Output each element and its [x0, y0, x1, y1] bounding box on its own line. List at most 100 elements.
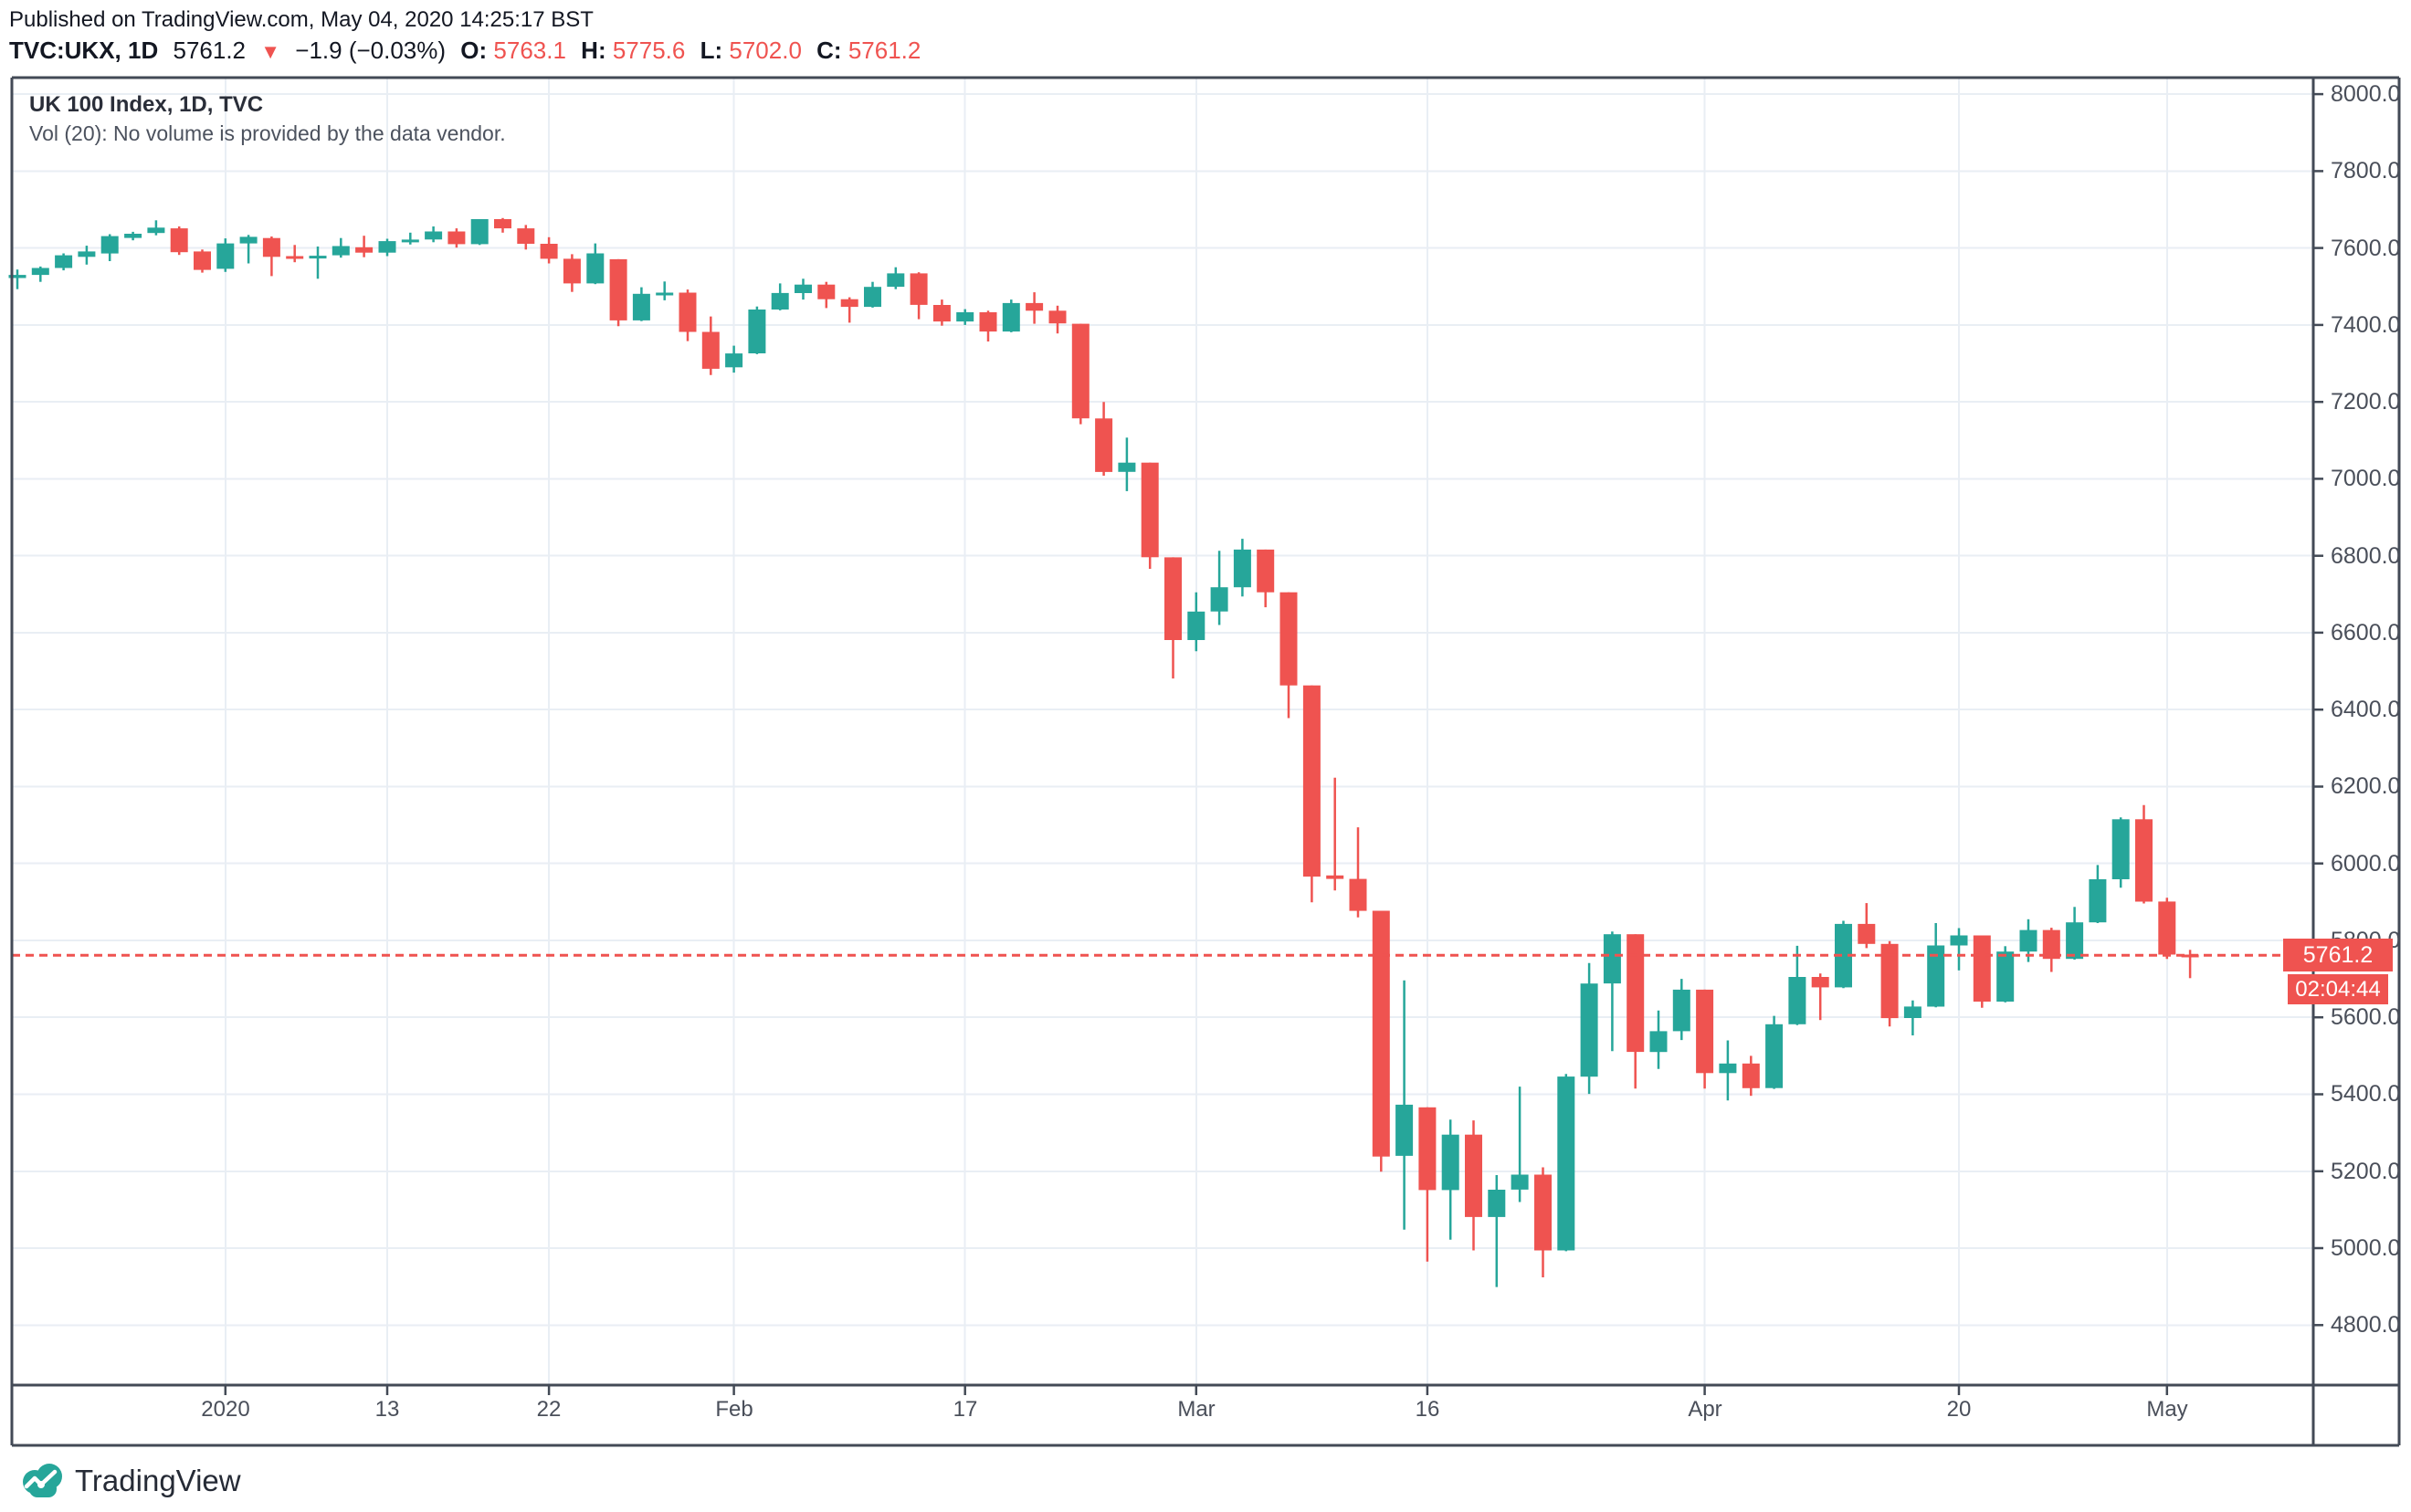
price-axis-label[interactable]: 7000.0 — [2331, 466, 2401, 491]
candle[interactable] — [494, 217, 511, 233]
time-axis-label[interactable]: 17 — [953, 1397, 978, 1422]
candle[interactable] — [262, 236, 280, 277]
candle[interactable] — [1349, 827, 1367, 918]
candle[interactable] — [586, 243, 605, 285]
candle[interactable] — [1557, 1074, 1575, 1252]
chart-legend-title[interactable]: UK 100 Index, 1D, TVC — [29, 92, 264, 117]
candle[interactable] — [656, 281, 674, 300]
candle[interactable] — [1233, 539, 1251, 597]
tradingview-cloud-icon[interactable] — [20, 1460, 66, 1502]
candle[interactable] — [55, 253, 73, 271]
candle[interactable] — [1210, 551, 1228, 625]
time-axis-label[interactable]: Mar — [1177, 1397, 1216, 1422]
candle[interactable] — [1257, 549, 1275, 608]
symbol-info-bar[interactable]: TVC:UKX, 1D 5761.2 ▼ −1.9 (−0.03%) O: 57… — [9, 37, 929, 65]
candle[interactable] — [147, 220, 165, 236]
candle[interactable] — [1649, 1010, 1668, 1069]
candle[interactable] — [2042, 928, 2060, 972]
candle[interactable] — [8, 269, 26, 289]
candle[interactable] — [1141, 462, 1159, 569]
candle[interactable] — [1302, 685, 1321, 903]
candle[interactable] — [1372, 910, 1390, 1172]
price-axis-label[interactable]: 7600.0 — [2331, 236, 2401, 261]
candle[interactable] — [124, 231, 142, 241]
candle[interactable] — [100, 234, 119, 262]
candle[interactable] — [401, 232, 419, 245]
candle[interactable] — [1719, 1040, 1737, 1101]
candle[interactable] — [1973, 935, 1991, 1008]
candle[interactable] — [1696, 989, 1714, 1089]
time-axis-label[interactable]: Feb — [715, 1397, 753, 1422]
candle[interactable] — [2111, 817, 2130, 888]
candle[interactable] — [956, 309, 974, 325]
candle[interactable] — [286, 245, 304, 263]
candle[interactable] — [1048, 305, 1067, 334]
candle[interactable] — [932, 299, 951, 326]
candle[interactable] — [194, 249, 211, 273]
time-axis-label[interactable]: 16 — [1415, 1397, 1440, 1422]
candle[interactable] — [864, 281, 881, 308]
candle[interactable] — [1279, 592, 1298, 719]
candle[interactable] — [725, 345, 743, 373]
candle[interactable] — [239, 235, 258, 264]
time-axis-label[interactable]: 2020 — [201, 1397, 250, 1422]
candle[interactable] — [910, 272, 928, 320]
candle[interactable] — [563, 254, 581, 292]
candle[interactable] — [609, 258, 627, 327]
candle[interactable] — [2158, 898, 2176, 960]
candle[interactable] — [887, 267, 905, 289]
candle[interactable] — [1002, 299, 1020, 332]
price-axis-label[interactable]: 4800.0 — [2331, 1312, 2401, 1338]
candle[interactable] — [1927, 923, 1945, 1008]
time-axis-label[interactable]: 13 — [374, 1397, 400, 1422]
candle[interactable] — [1118, 437, 1136, 491]
candle[interactable] — [216, 238, 235, 272]
price-axis-label[interactable]: 5200.0 — [2331, 1159, 2401, 1184]
candle[interactable] — [1418, 1107, 1437, 1262]
candle[interactable] — [1071, 323, 1090, 425]
candle[interactable] — [1835, 920, 1852, 989]
candle[interactable] — [540, 236, 558, 264]
candle[interactable] — [1858, 903, 1876, 949]
candle[interactable] — [78, 246, 96, 265]
candle[interactable] — [701, 316, 720, 375]
candle[interactable] — [679, 289, 697, 341]
candle[interactable] — [1603, 931, 1621, 1052]
candle[interactable] — [1095, 402, 1113, 476]
candle[interactable] — [979, 310, 997, 341]
candle[interactable] — [1187, 592, 1206, 652]
candle[interactable] — [840, 297, 858, 323]
candle[interactable] — [1950, 928, 1968, 971]
candle[interactable] — [2089, 865, 2107, 923]
candle[interactable] — [817, 281, 836, 309]
candle[interactable] — [1511, 1087, 1529, 1202]
price-axis-label[interactable]: 5600.0 — [2331, 1004, 2401, 1030]
candle[interactable] — [309, 247, 327, 279]
candle[interactable] — [355, 236, 374, 257]
candle[interactable] — [771, 283, 789, 310]
candle[interactable] — [470, 219, 489, 246]
candle[interactable] — [1672, 979, 1690, 1041]
candle[interactable] — [1441, 1119, 1459, 1240]
candle[interactable] — [1765, 1015, 1784, 1089]
candle[interactable] — [1395, 980, 1414, 1230]
candle[interactable] — [748, 306, 766, 354]
chart-legend[interactable]: UK 100 Index, 1D, TVC Vol (20): No volum… — [29, 91, 506, 148]
time-axis-label[interactable]: 22 — [536, 1397, 562, 1422]
candle[interactable] — [332, 237, 350, 258]
price-axis-label[interactable]: 6200.0 — [2331, 773, 2401, 799]
brand-name[interactable]: TradingView — [75, 1464, 241, 1497]
candle[interactable] — [170, 226, 188, 256]
candle[interactable] — [425, 226, 443, 243]
price-axis-label[interactable]: 5000.0 — [2331, 1235, 2401, 1261]
price-axis-label[interactable]: 6400.0 — [2331, 697, 2401, 722]
candle[interactable] — [1164, 557, 1182, 679]
candle[interactable] — [795, 278, 812, 300]
candle[interactable] — [1026, 292, 1044, 324]
candle[interactable] — [1488, 1175, 1506, 1287]
candle[interactable] — [632, 287, 650, 321]
candle[interactable] — [1326, 777, 1344, 891]
candle[interactable] — [1903, 1000, 1921, 1035]
candle[interactable] — [1465, 1120, 1482, 1251]
